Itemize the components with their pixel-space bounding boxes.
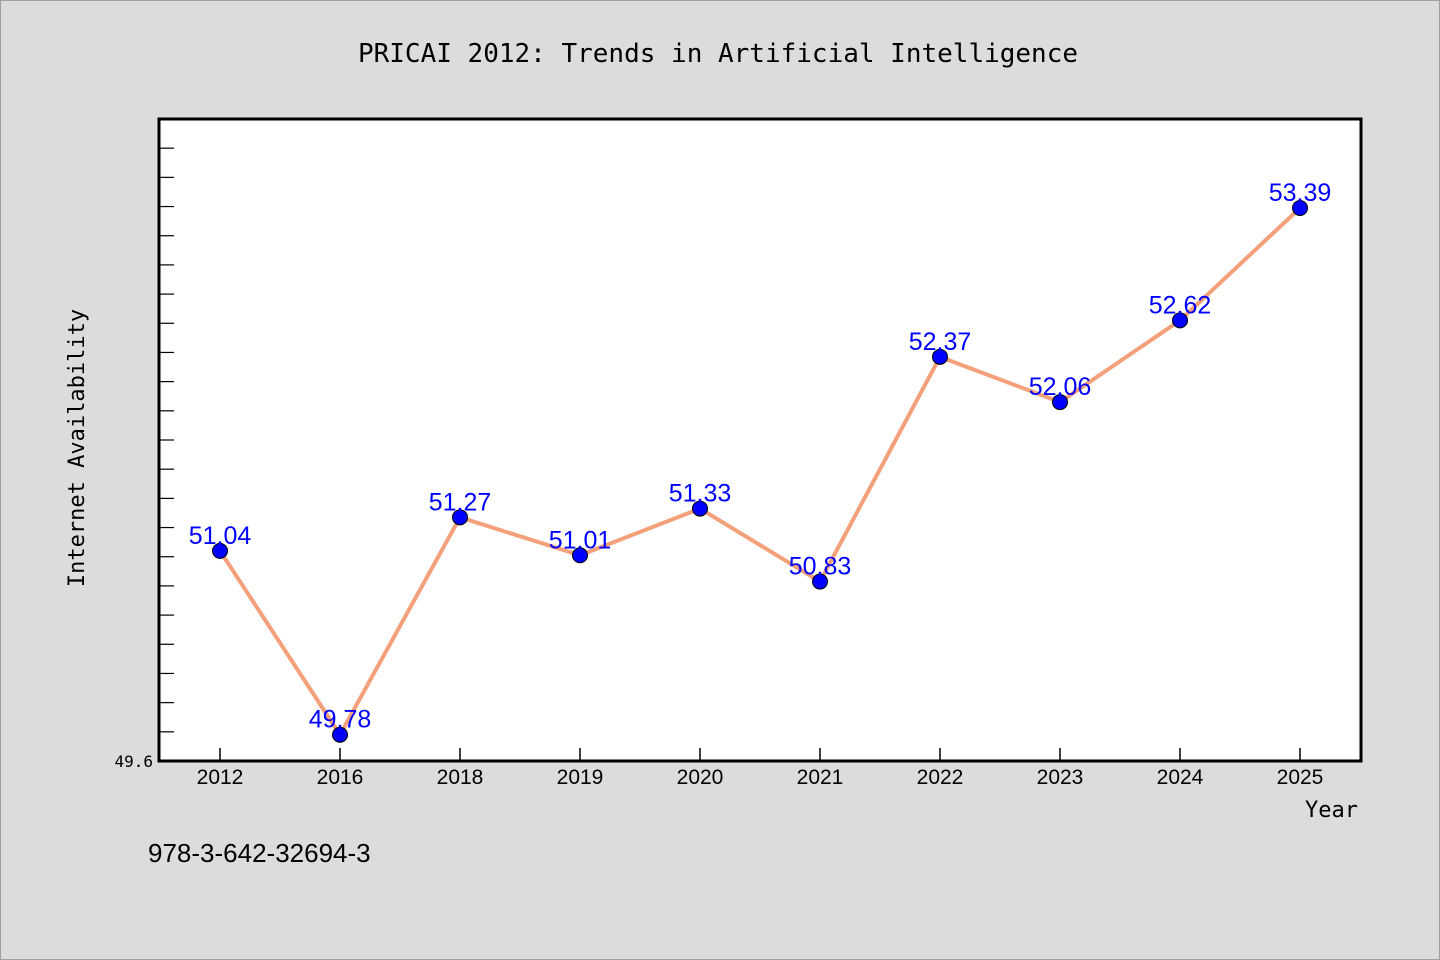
data-point [692,500,708,517]
data-label: 52.06 [1029,373,1092,401]
data-label: 51.01 [549,526,612,554]
x-tick-label: 2020 [677,766,724,789]
data-point [1172,312,1188,329]
x-axis-label: Year [1305,798,1358,823]
data-label: 52.62 [1149,291,1212,319]
data-point [932,348,948,365]
data-point [1052,394,1068,411]
data-point [212,542,228,559]
data-point [1292,200,1308,217]
x-tick-label: 2018 [437,766,484,789]
y-axis-ticks: 49.6 [114,147,174,771]
data-point [452,509,468,526]
x-tick-label: 2021 [797,766,844,789]
x-tick-label: 2019 [557,766,604,789]
x-tick-label: 2012 [197,766,244,789]
x-axis-ticks: 2012 2016 2018 2019 2020 2021 2022 2023 2024 2025 [197,748,1324,789]
x-tick-label: 2016 [317,766,364,789]
data-label: 51.33 [669,480,732,508]
data-point [812,573,828,590]
data-label: 51.27 [429,488,492,516]
data-label: 52.37 [909,328,972,356]
data-label: 49.78 [309,706,372,734]
data-label: 51.04 [189,522,252,550]
series-group: 51.04 49.78 51.27 51.01 51.33 50.83 52.37 52.06… [189,179,1332,743]
series-line [218,206,1302,737]
x-tick-label: 2023 [1037,766,1084,789]
x-tick-label: 2022 [917,766,964,789]
x-tick-label: 2025 [1277,766,1324,789]
data-label: 53.39 [1269,179,1332,207]
data-point [332,726,348,743]
data-label: 50.83 [789,553,852,581]
isbn-text: 978-3-642-32694-3 [148,838,371,868]
chart-title: PRICAI 2012: Trends in Artificial Intell… [358,39,1078,69]
data-point [572,547,588,564]
y-tick-label: 49.6 [114,752,153,771]
y-axis-label: Internet Availability [65,309,90,587]
plot-area [157,117,1363,763]
x-tick-label: 2024 [1157,766,1204,789]
